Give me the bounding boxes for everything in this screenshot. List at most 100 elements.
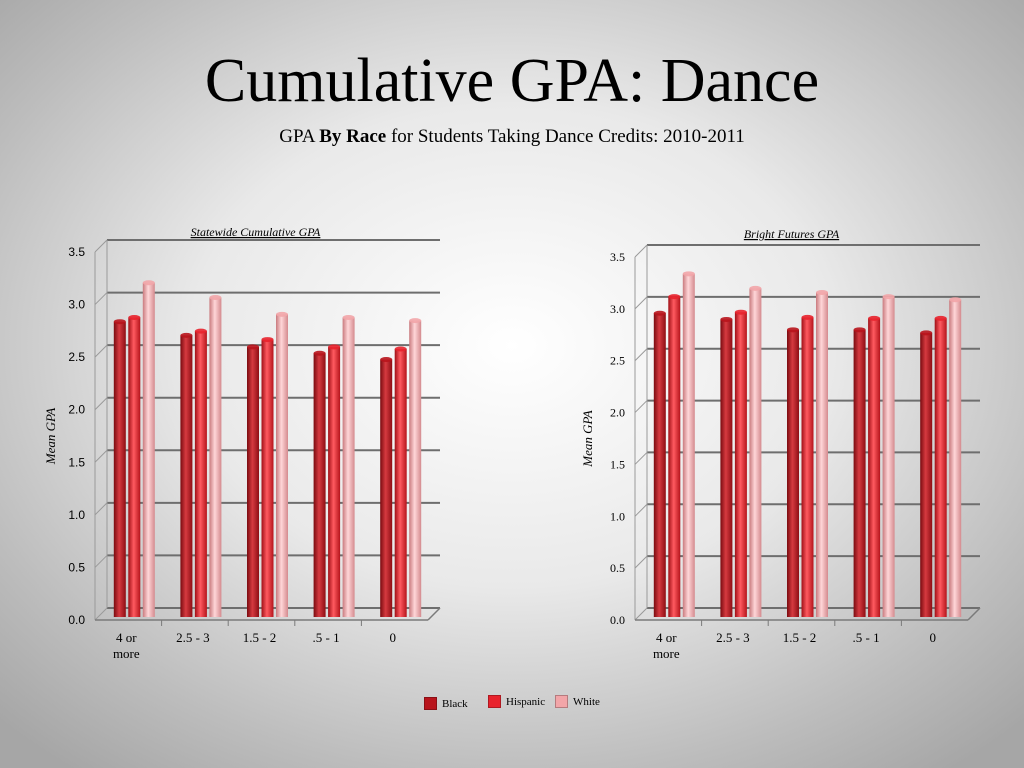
- bar-cap: [142, 280, 155, 286]
- legend-label-black: Black: [442, 697, 468, 710]
- bar-cap: [276, 311, 288, 317]
- y-tick-label: 1.0: [68, 508, 85, 522]
- x-tick-label: 2.5 - 3: [176, 630, 210, 645]
- subtitle-bold: By Race: [319, 126, 387, 147]
- gridline-side: [634, 503, 648, 517]
- bar-white: [209, 295, 222, 617]
- slide-subtitle: GPA By Race for Students Taking Dance Cr…: [0, 126, 1024, 148]
- y-tick-label: 0.0: [68, 613, 85, 627]
- bar-hispanic: [801, 314, 814, 617]
- bar-black: [313, 350, 326, 617]
- bar-body: [853, 329, 866, 617]
- x-tick-label: 2.5 - 3: [716, 630, 750, 645]
- y-tick-label: 2.0: [610, 406, 625, 420]
- bar-body: [180, 335, 193, 617]
- y-tick-label: 1.5: [610, 457, 625, 471]
- bar-cap: [328, 344, 341, 350]
- bar-body: [409, 320, 422, 617]
- gridline-side: [94, 292, 108, 305]
- bar-white: [276, 311, 288, 617]
- bar-cap: [194, 328, 207, 334]
- bar-body: [734, 312, 747, 617]
- gridline-side: [634, 555, 648, 569]
- legend-label-hispanic: Hispanic: [506, 695, 546, 708]
- gridline-side: [634, 244, 648, 258]
- bar-hispanic: [668, 294, 681, 617]
- bar-hispanic: [261, 337, 274, 617]
- bar-body: [313, 353, 326, 617]
- x-tick-label: more: [653, 646, 680, 661]
- slide-title: Cumulative GPA: Dance: [204, 47, 820, 115]
- floor-right-edge: [427, 607, 441, 621]
- x-tick-label: 4 or: [116, 630, 137, 645]
- gridline-side: [634, 348, 648, 362]
- bar-black: [920, 330, 933, 617]
- bar-black: [720, 316, 733, 617]
- bar-cap: [653, 310, 666, 316]
- x-tick-label: 4 or: [656, 630, 677, 645]
- bar-body: [668, 296, 681, 617]
- bar-cap: [180, 332, 193, 338]
- bar-hispanic: [194, 328, 207, 617]
- bar-cap: [668, 294, 681, 300]
- bar-body: [380, 359, 393, 617]
- y-tick-label: 0.0: [610, 613, 625, 627]
- bar-cap: [868, 315, 881, 321]
- bar-black: [247, 344, 259, 617]
- y-axis-label: Mean GPA: [43, 408, 58, 466]
- bar-cap: [920, 330, 933, 336]
- gridline-side: [94, 344, 108, 358]
- x-tick-label: .5 - 1: [313, 630, 340, 645]
- bar-cap: [380, 357, 393, 363]
- bar-cap: [247, 344, 259, 350]
- bar-white: [409, 318, 422, 617]
- bar-black: [380, 357, 393, 617]
- bar-cap: [682, 271, 695, 277]
- bar-cap: [749, 285, 762, 291]
- bar-body: [682, 273, 695, 617]
- gridline-side: [634, 296, 648, 310]
- bar-body: [142, 282, 155, 617]
- bar-body: [787, 329, 799, 617]
- bar-hispanic: [868, 315, 881, 617]
- bar-body: [934, 318, 947, 617]
- bar-white: [142, 280, 155, 617]
- bar-cap: [261, 337, 274, 343]
- y-tick-label: 3.0: [68, 298, 85, 312]
- legend-item-hispanic: Hispanic: [488, 695, 545, 708]
- bar-body: [113, 321, 126, 617]
- bar-black: [853, 327, 866, 617]
- bar-body: [868, 318, 881, 617]
- y-axis-label: Mean GPA: [580, 410, 595, 468]
- bar-cap: [787, 327, 799, 333]
- bar-body: [194, 331, 207, 617]
- bar-cap: [342, 314, 355, 320]
- bar-body: [801, 317, 814, 617]
- legend-item-black: Black: [424, 697, 468, 710]
- gridline-side: [94, 502, 108, 516]
- bar-hispanic: [934, 315, 947, 617]
- bar-cap: [313, 350, 326, 356]
- chart-title: Statewide Cumulative GPA: [191, 225, 321, 239]
- bar-cap: [801, 314, 814, 320]
- bar-body: [720, 319, 733, 617]
- bar-black: [653, 310, 666, 617]
- bar-cap: [209, 295, 222, 301]
- bar-body: [247, 346, 259, 617]
- bar-cap: [409, 318, 422, 324]
- bar-white: [749, 285, 762, 617]
- bar-hispanic: [328, 344, 341, 617]
- x-tick-label: .5 - 1: [853, 630, 880, 645]
- bar-cap: [949, 297, 962, 303]
- bar-body: [261, 339, 274, 617]
- bar-hispanic: [128, 314, 141, 617]
- bar-black: [113, 319, 126, 617]
- gridline-side: [94, 397, 108, 411]
- x-tick-label: 0: [389, 630, 396, 645]
- x-tick-label: 0: [929, 630, 936, 645]
- chart-title: Bright Futures GPA: [744, 227, 840, 241]
- y-tick-label: 0.5: [610, 561, 625, 575]
- y-tick-label: 1.0: [610, 509, 625, 523]
- bar-white: [816, 289, 828, 617]
- floor-right-edge: [967, 607, 981, 621]
